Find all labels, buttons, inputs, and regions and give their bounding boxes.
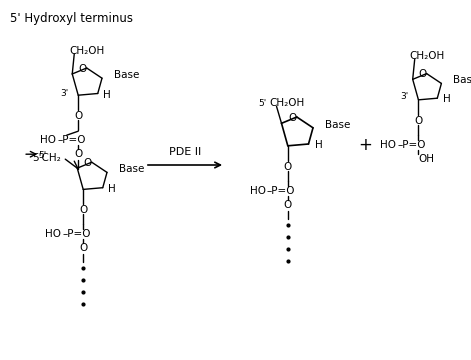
Text: 5' Hydroxyl terminus: 5' Hydroxyl terminus [10,12,133,25]
Text: O: O [419,69,427,80]
Text: CH₂OH: CH₂OH [410,51,445,61]
Text: H: H [103,90,111,99]
Text: –P=O: –P=O [62,229,91,239]
Text: CH₂OH: CH₂OH [269,98,305,108]
Text: O: O [284,162,292,172]
Text: 5': 5' [38,151,46,160]
Text: OH: OH [418,154,434,164]
Text: 5': 5' [258,99,267,108]
Text: Base: Base [325,120,350,130]
Text: O: O [78,64,87,74]
Text: O: O [414,116,422,126]
Text: PDE II: PDE II [169,147,201,157]
Text: O: O [74,149,82,159]
Text: O: O [284,200,292,210]
Text: 3': 3' [400,92,408,101]
Text: –P=O: –P=O [267,186,295,196]
Text: HO: HO [40,135,56,145]
Text: –P=O: –P=O [57,135,86,145]
Text: Base: Base [119,165,145,174]
Text: O: O [79,206,87,215]
Text: HO: HO [250,186,266,196]
Text: 3': 3' [60,89,68,98]
Text: –P=O: –P=O [398,140,426,150]
Text: HO: HO [381,140,397,150]
Text: HO: HO [45,229,61,239]
Text: Base: Base [454,76,471,85]
Text: 5'CH₂: 5'CH₂ [32,153,61,163]
Text: O: O [288,113,296,123]
Text: Base: Base [114,70,139,80]
Text: O: O [83,158,91,168]
Text: O: O [74,111,82,121]
Text: O: O [79,243,87,253]
Text: +: + [358,136,372,154]
Text: H: H [315,140,322,150]
Text: CH₂OH: CH₂OH [69,46,105,56]
Text: H: H [443,94,451,104]
Text: H: H [108,184,115,194]
